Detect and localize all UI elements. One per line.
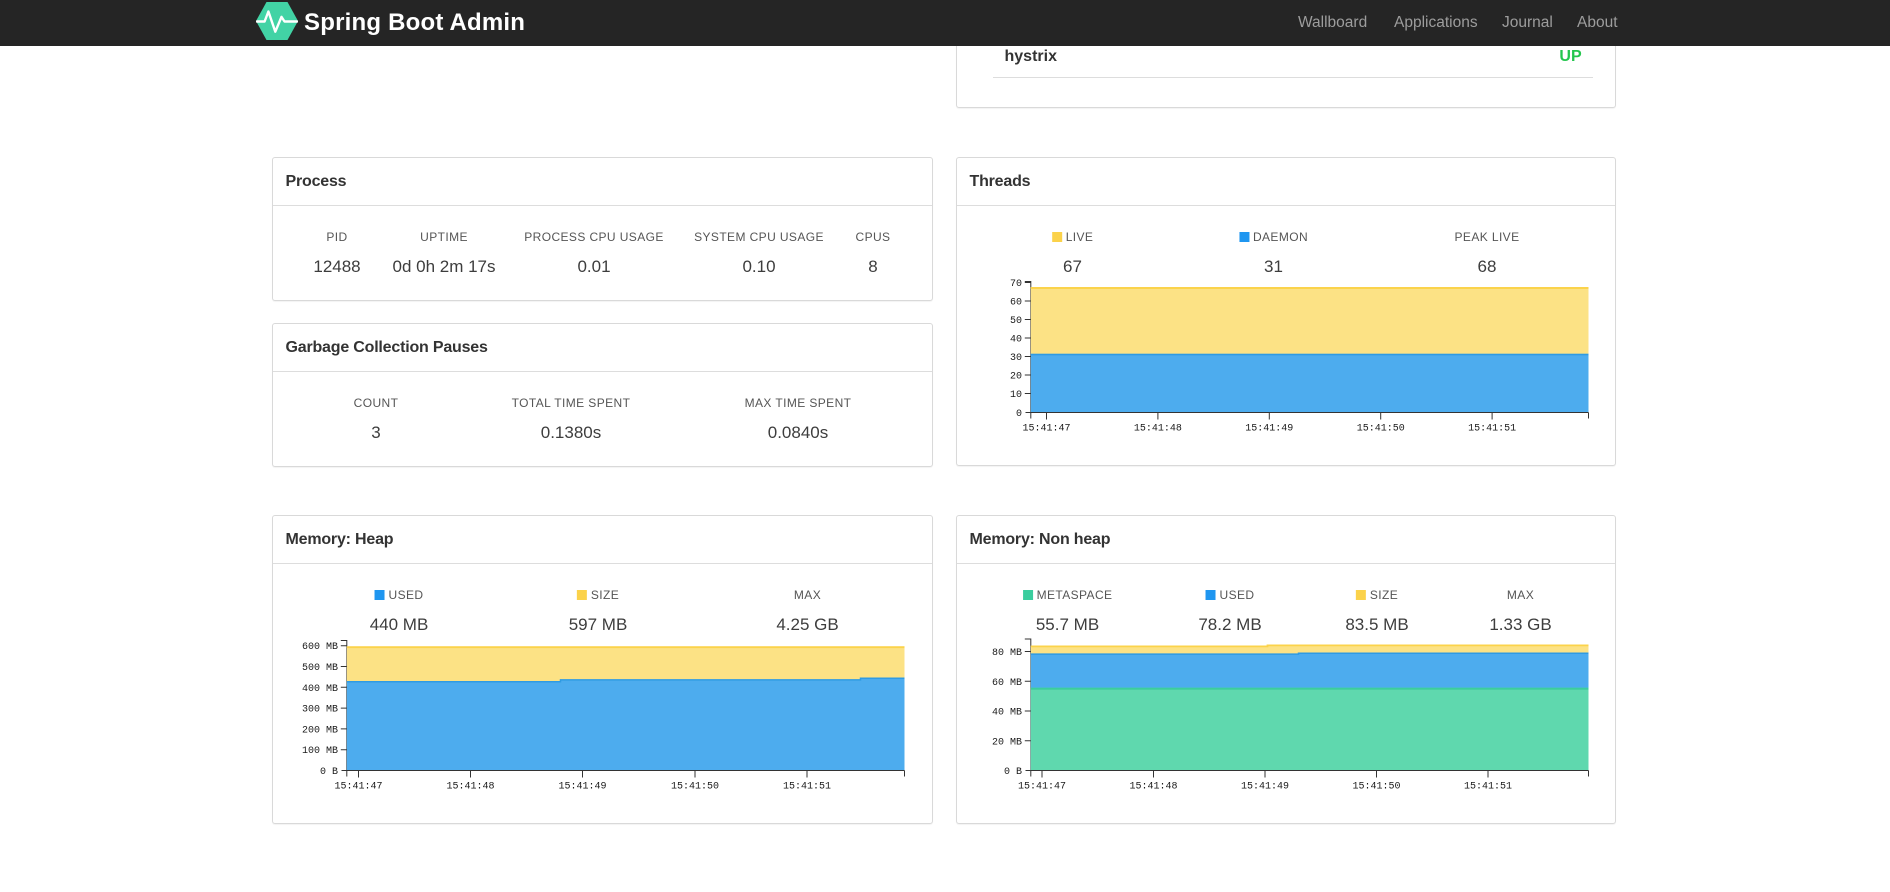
svg-text:15:41:49: 15:41:49 bbox=[558, 781, 606, 792]
svg-text:15:41:48: 15:41:48 bbox=[1133, 423, 1181, 434]
svg-text:40: 40 bbox=[1009, 335, 1021, 346]
svg-text:0: 0 bbox=[1015, 409, 1021, 420]
svg-text:40 MB: 40 MB bbox=[991, 707, 1021, 718]
svg-text:600 MB: 600 MB bbox=[301, 642, 337, 653]
svg-text:15:41:50: 15:41:50 bbox=[670, 781, 718, 792]
svg-text:80 MB: 80 MB bbox=[991, 648, 1021, 659]
svg-text:50: 50 bbox=[1009, 316, 1021, 327]
svg-text:20: 20 bbox=[1009, 372, 1021, 383]
svg-text:15:41:49: 15:41:49 bbox=[1240, 781, 1288, 792]
svg-text:15:41:51: 15:41:51 bbox=[782, 781, 830, 792]
svg-text:0 B: 0 B bbox=[1003, 767, 1021, 778]
svg-text:60: 60 bbox=[1009, 298, 1021, 309]
svg-text:0 B: 0 B bbox=[319, 767, 337, 778]
svg-text:15:41:47: 15:41:47 bbox=[334, 781, 382, 792]
svg-text:15:41:51: 15:41:51 bbox=[1463, 781, 1511, 792]
svg-text:15:41:50: 15:41:50 bbox=[1356, 423, 1404, 434]
svg-text:10: 10 bbox=[1009, 390, 1021, 401]
svg-text:15:41:51: 15:41:51 bbox=[1468, 423, 1516, 434]
svg-text:70: 70 bbox=[1009, 279, 1021, 290]
svg-text:400 MB: 400 MB bbox=[301, 683, 337, 694]
svg-text:15:41:48: 15:41:48 bbox=[1129, 781, 1177, 792]
svg-text:500 MB: 500 MB bbox=[301, 663, 337, 674]
svg-text:15:41:48: 15:41:48 bbox=[446, 781, 494, 792]
svg-text:15:41:47: 15:41:47 bbox=[1017, 781, 1065, 792]
svg-text:100 MB: 100 MB bbox=[301, 746, 337, 757]
svg-text:15:41:50: 15:41:50 bbox=[1352, 781, 1400, 792]
svg-text:300 MB: 300 MB bbox=[301, 704, 337, 715]
svg-text:15:41:49: 15:41:49 bbox=[1245, 423, 1293, 434]
svg-text:15:41:47: 15:41:47 bbox=[1022, 423, 1070, 434]
svg-text:30: 30 bbox=[1009, 353, 1021, 364]
svg-text:60 MB: 60 MB bbox=[991, 677, 1021, 688]
svg-text:20 MB: 20 MB bbox=[991, 737, 1021, 748]
svg-text:200 MB: 200 MB bbox=[301, 725, 337, 736]
